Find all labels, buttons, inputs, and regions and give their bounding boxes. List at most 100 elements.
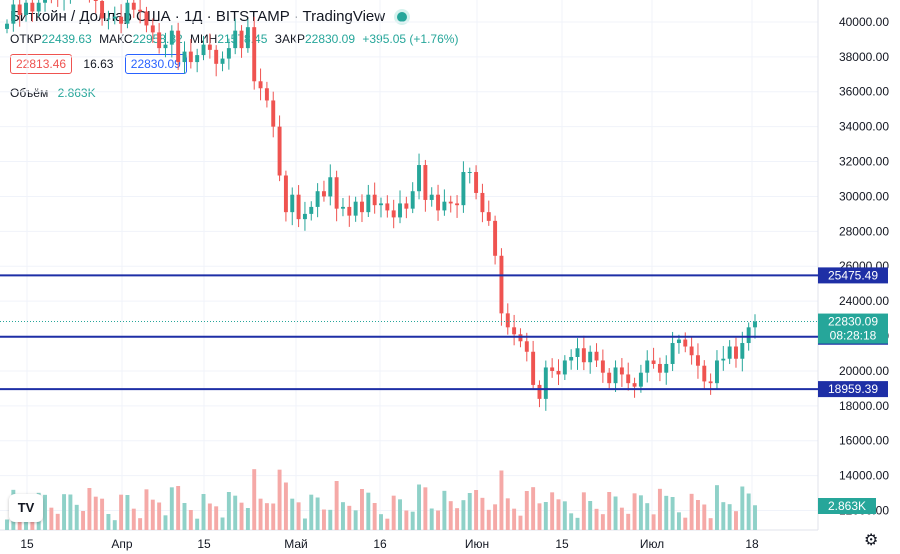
volume-bar [448, 501, 453, 530]
volume-bar [334, 481, 339, 530]
candle [385, 203, 390, 211]
volume-bar [455, 508, 460, 530]
candle [157, 32, 162, 49]
volume-bar [404, 510, 409, 530]
volume-bar [49, 507, 54, 530]
volume-bar [125, 495, 130, 530]
volume-bar [258, 498, 263, 530]
countdown-label: 08:28:18 [830, 329, 877, 343]
candle [480, 192, 485, 213]
candle [512, 327, 517, 335]
candle [258, 81, 263, 89]
volume-bar [290, 498, 295, 530]
volume-bar [68, 494, 73, 530]
quote-panel: 22813.46 16.63 22830.09 [10, 54, 187, 74]
volume-bar [537, 503, 542, 530]
x-tick-label: 18 [745, 537, 759, 551]
y-tick-label: 16000.00 [839, 434, 889, 448]
candle [309, 206, 314, 214]
volume-bar [429, 508, 434, 530]
y-tick-label: 30000.00 [839, 189, 889, 203]
candle [670, 343, 675, 364]
candle [645, 360, 650, 373]
sell-button[interactable]: 22813.46 [10, 54, 73, 74]
level-price-tag [818, 381, 888, 398]
y-tick-label: 28000.00 [839, 224, 889, 238]
candle [543, 367, 548, 399]
candle [619, 367, 624, 375]
candle [505, 313, 510, 328]
volume-bar [664, 495, 669, 530]
volume-bar [5, 519, 9, 530]
volume-bar [467, 493, 472, 530]
volume-bar [74, 504, 79, 530]
candle [252, 27, 257, 82]
volume-bar [486, 509, 491, 530]
candle [17, 4, 22, 15]
volume-bar [233, 495, 238, 530]
candle [626, 374, 631, 384]
candle [556, 370, 561, 375]
exchange: BITSTAMP [215, 8, 290, 25]
volume-bar [493, 504, 498, 530]
volume-bar [594, 508, 599, 530]
volume-bar [360, 489, 364, 530]
candle [423, 165, 428, 200]
volume-bar [474, 490, 479, 530]
volume-bar [150, 499, 155, 530]
volume-tag [818, 498, 876, 514]
volume-bar [442, 490, 447, 530]
volume-bar [702, 504, 707, 530]
x-tick-label: 16 [373, 537, 387, 551]
candle [467, 172, 472, 174]
volume-bar [753, 505, 757, 530]
volume-legend: Объём 2.863K [10, 86, 96, 100]
candle [24, 2, 28, 15]
candle [740, 343, 745, 359]
volume-bar [676, 512, 681, 530]
buy-button[interactable]: 22830.09 [124, 54, 187, 74]
candle [106, 18, 111, 20]
candle [417, 165, 421, 192]
y-tick-label: 14000.00 [839, 469, 889, 483]
gear-icon[interactable]: ⚙ [864, 532, 879, 549]
interval[interactable]: 1Д [183, 8, 203, 25]
candle [689, 346, 694, 356]
candle [410, 191, 415, 209]
close-value: 22830.09 [304, 32, 356, 46]
volume-bar [106, 514, 111, 530]
tradingview-logo-icon[interactable]: TV [9, 494, 43, 522]
x-tick-label: Июл [640, 537, 664, 551]
candle [493, 220, 498, 256]
symbol-name[interactable]: Биткойн / Доллар США [10, 8, 171, 25]
volume-bar [283, 482, 288, 530]
volume-bar [252, 469, 257, 530]
candle [334, 177, 339, 209]
candle [715, 360, 719, 384]
volume-bar [55, 513, 60, 530]
volume-bar [531, 487, 536, 530]
y-tick-label: 20000.00 [839, 364, 889, 378]
volume-bar [309, 494, 314, 530]
symbol-header[interactable]: Биткойн / Доллар США · 1Д · BITSTAMP · T… [10, 8, 408, 25]
volume-bar [391, 495, 396, 530]
volume-bar [207, 503, 212, 530]
volume-bar [271, 503, 276, 530]
candle [486, 212, 491, 221]
volume-bar [341, 502, 345, 530]
x-tick-label: Июн [465, 537, 489, 551]
close-label: ЗАКР [274, 32, 305, 46]
volume-bar [651, 514, 656, 530]
x-tick-label: Май [284, 537, 308, 551]
volume-bar [670, 497, 675, 530]
volume-bar [277, 469, 282, 530]
candle [638, 372, 643, 387]
volume-bar [499, 470, 504, 530]
candle [695, 355, 700, 366]
volume-bar [239, 502, 244, 530]
volume-bar [87, 488, 92, 530]
candle [5, 23, 9, 29]
volume-bar [93, 496, 98, 530]
volume-bar [708, 518, 713, 530]
